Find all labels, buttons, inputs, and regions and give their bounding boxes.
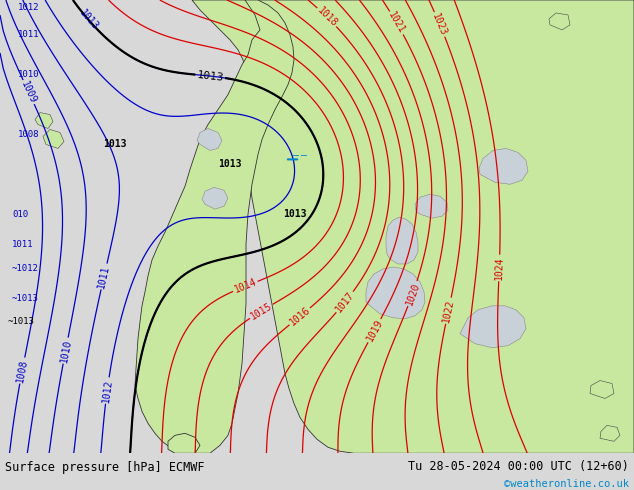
Text: 1018: 1018 xyxy=(315,5,339,29)
Text: ~1013: ~1013 xyxy=(12,294,39,303)
Polygon shape xyxy=(415,194,448,218)
Polygon shape xyxy=(202,187,228,209)
Text: 1011: 1011 xyxy=(96,264,112,289)
Text: 1013: 1013 xyxy=(218,159,242,170)
Text: 1008: 1008 xyxy=(15,358,29,383)
Text: Surface pressure [hPa] ECMWF: Surface pressure [hPa] ECMWF xyxy=(5,461,205,474)
Text: 1013: 1013 xyxy=(77,8,100,32)
Polygon shape xyxy=(479,148,528,184)
Text: 1008: 1008 xyxy=(18,130,39,139)
Text: 1011: 1011 xyxy=(18,30,39,39)
Polygon shape xyxy=(168,433,200,453)
Polygon shape xyxy=(386,217,418,264)
Text: 1019: 1019 xyxy=(365,318,384,343)
Text: 1016: 1016 xyxy=(287,305,312,328)
Text: Tu 28-05-2024 00:00 UTC (12+60): Tu 28-05-2024 00:00 UTC (12+60) xyxy=(408,460,629,473)
Polygon shape xyxy=(366,267,425,319)
Text: 1022: 1022 xyxy=(441,298,456,323)
Polygon shape xyxy=(43,129,64,148)
Polygon shape xyxy=(460,306,526,348)
Text: 1015: 1015 xyxy=(249,301,274,321)
Text: 1014: 1014 xyxy=(233,277,258,295)
Text: 1013: 1013 xyxy=(283,209,307,219)
Text: 010: 010 xyxy=(12,210,28,219)
Text: 1010: 1010 xyxy=(18,70,39,79)
Text: 1012: 1012 xyxy=(18,3,39,12)
Text: ~1013: ~1013 xyxy=(8,317,35,326)
Text: 1024: 1024 xyxy=(494,256,505,280)
Text: 1020: 1020 xyxy=(404,281,422,306)
Text: 1009: 1009 xyxy=(19,79,38,105)
Text: ─ ─: ─ ─ xyxy=(292,151,307,161)
Text: ~1012: ~1012 xyxy=(12,265,39,273)
Polygon shape xyxy=(135,0,294,453)
Polygon shape xyxy=(549,13,570,30)
Text: 1010: 1010 xyxy=(58,338,73,363)
Polygon shape xyxy=(192,0,634,453)
Text: 1021: 1021 xyxy=(386,10,407,35)
Text: 1017: 1017 xyxy=(333,290,356,315)
Polygon shape xyxy=(600,425,620,441)
Text: 1013: 1013 xyxy=(103,140,127,149)
Text: ©weatheronline.co.uk: ©weatheronline.co.uk xyxy=(504,480,629,490)
Polygon shape xyxy=(35,113,53,128)
Text: 1011: 1011 xyxy=(12,240,34,248)
Text: 1012: 1012 xyxy=(101,378,113,403)
Text: 1023: 1023 xyxy=(430,12,449,37)
Text: 1013: 1013 xyxy=(197,70,224,83)
Polygon shape xyxy=(590,381,614,398)
Polygon shape xyxy=(197,128,222,150)
